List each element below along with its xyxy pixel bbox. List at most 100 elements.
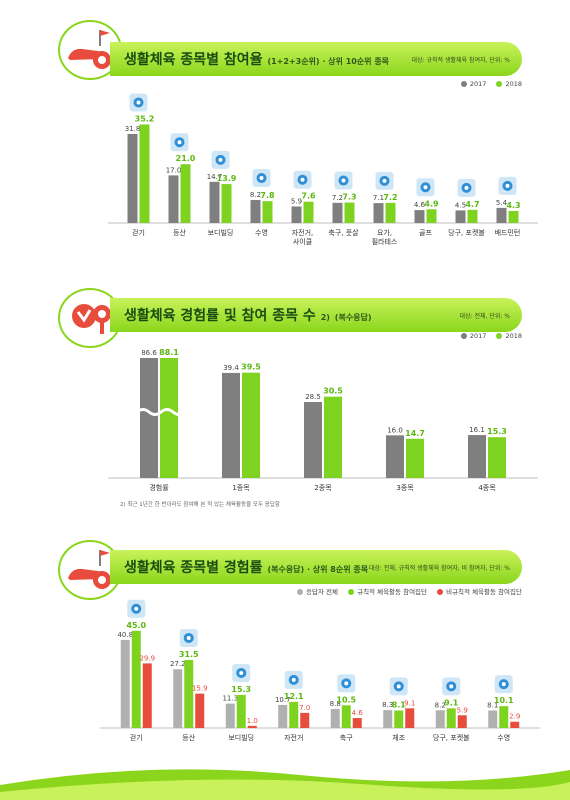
data-label-1-5: 7.3	[342, 193, 356, 202]
data-label-0-4: 16.1	[469, 426, 485, 434]
bar-0-0	[127, 133, 138, 223]
golf-icon-glyph-core	[423, 185, 428, 190]
billiards-icon-glyph-core	[464, 185, 469, 190]
data-label-0-3: 16.0	[387, 426, 403, 434]
data-label-1-4: 10.5	[336, 695, 356, 704]
category-label-1: 1종목	[232, 484, 250, 492]
bar-0-5	[383, 710, 393, 728]
bar-1-7	[426, 209, 437, 223]
bar-0-7	[414, 210, 425, 223]
data-label-0-5: 7.2	[332, 194, 343, 202]
data-label-0-4: 5.9	[291, 197, 302, 205]
mountain-icon	[179, 628, 198, 647]
mountain-icon	[170, 133, 189, 152]
data-label-1-8: 4.7	[465, 200, 479, 209]
walking-icon-glyph-core	[134, 606, 139, 611]
legend-item-irregular: 비규칙적 체육활동 참여집단	[437, 586, 522, 596]
data-label-0-6: 7.1	[373, 194, 384, 202]
data-label-1-0: 35.2	[135, 114, 155, 123]
data-label-0-7: 8.1	[487, 702, 498, 710]
bar-1-9	[508, 210, 519, 223]
category-label-4: 자전거,	[292, 228, 314, 237]
dumbbell-icon-glyph-core	[239, 670, 244, 675]
bar-0-4	[468, 435, 486, 478]
chart-participation-rate: 31.8 35.2 걷기 17.0 21.0 등산 14.713.9 보디빌딩 8.2 7.8 수영…	[108, 93, 538, 246]
data-label-0-2: 11.3	[222, 695, 238, 703]
legend-item-2018: 2018	[496, 332, 522, 340]
swimming-icon-glyph-core	[501, 682, 506, 687]
category-label-7: 수영	[497, 733, 510, 742]
gymnastics-icon	[389, 677, 408, 696]
legend-item-2018: 2018	[496, 80, 522, 88]
data-label-1-9: 4.3	[506, 201, 520, 210]
category-label-5: 축구, 풋살	[328, 228, 359, 237]
section2-footnote: 2) 최근 1년간 한 번이라도 참여해 본 적 있는 체육활동을 모두 응답함	[120, 502, 280, 508]
data-label-1-2: 13.9	[217, 174, 237, 183]
data-label-0-0: 31.8	[125, 125, 141, 133]
category-label-1: 등산	[182, 733, 195, 742]
section3-note: 대상: 전체, 규칙적 생활체육 참여자, 비 참여자, 단위: %	[368, 565, 510, 572]
data-label-0-9: 5.4	[496, 199, 508, 207]
bar-0-2	[225, 703, 235, 728]
data-label-1-1: 21.0	[176, 154, 196, 163]
bar-0-9	[496, 207, 507, 223]
data-label-0-8: 4.5	[455, 201, 466, 209]
section1-banner: 생활체육 종목별 참여율 (1+2+3순위) · 상위 10순위 종목 대상: …	[110, 42, 522, 76]
bar-0-6	[435, 710, 445, 728]
data-label-2-0: 29.9	[139, 654, 155, 662]
bar-1-7	[499, 706, 509, 728]
legend-item-all: 응답자 전체	[297, 586, 338, 596]
bicycle-icon	[293, 170, 312, 189]
soccer-icon-glyph-core	[344, 681, 349, 686]
data-label-1-6: 9.1	[444, 698, 459, 707]
category-label-7: 골프	[419, 229, 432, 237]
walking-icon-glyph-core	[136, 100, 141, 105]
billiards-icon-glyph-core	[449, 684, 454, 689]
billiards-icon	[457, 178, 476, 197]
data-label-1-7: 4.9	[424, 199, 439, 208]
data-label-0-1: 27.2	[170, 660, 186, 668]
category-label-4: 4종목	[478, 484, 496, 492]
bar-0-1	[173, 669, 183, 728]
category-label-6: 요가,	[377, 228, 392, 237]
bar-0-1	[222, 372, 240, 478]
bar-1-6	[446, 708, 456, 728]
yoga-icon	[375, 171, 394, 190]
bar-1-4	[488, 437, 506, 478]
bar-0-6	[373, 203, 384, 223]
bottom-wave-decoration	[0, 769, 570, 800]
bar-1-1	[180, 164, 191, 223]
data-label-1-0: 88.1	[159, 348, 179, 357]
bar-2-5	[405, 708, 415, 728]
category-label-0: 경험률	[149, 483, 169, 492]
bar-0-3	[386, 435, 404, 478]
legend-item-2017: 2017	[460, 80, 486, 88]
data-label-1-2: 15.3	[231, 685, 251, 694]
category-label-3: 3종목	[396, 484, 414, 492]
section3-legend: 응답자 전체 규칙적 체육활동 참여집단 비규칙적 체육활동 참여집단	[289, 586, 522, 596]
section3-banner: 생활체육 종목별 경험률 (복수응답) · 상위 8순위 종목 대상: 전체, …	[110, 550, 522, 584]
section1-note: 대상: 규칙적 생활체육 참여자, 단위: %	[411, 57, 510, 64]
bar-2-4	[352, 718, 362, 728]
bar-2-0	[142, 663, 152, 728]
data-label-0-0: 86.6	[141, 349, 157, 357]
data-label-2-6: 5.9	[457, 706, 468, 714]
bar-0-1	[168, 175, 179, 223]
chart-experience-by-sport: 40.845.0 29.9 걷기 27.231.5 15.9 등산 11.315.3 1.0 보…	[100, 599, 540, 742]
swimming-icon	[252, 169, 271, 188]
bicycle-icon-glyph-core	[291, 677, 296, 682]
hand-racket-icon	[72, 304, 111, 334]
bar-0-4	[291, 206, 302, 223]
data-label-0-7: 4.6	[414, 201, 426, 209]
bar-1-2	[324, 396, 342, 478]
soccer-icon-glyph-core	[341, 178, 346, 183]
yoga-icon-glyph-core	[382, 178, 387, 183]
data-label-0-5: 8.3	[382, 701, 393, 709]
mountain-icon-glyph-core	[177, 140, 182, 145]
data-label-0-0: 40.8	[117, 631, 133, 639]
bar-0-8	[455, 210, 466, 223]
category-label-3: 자전거	[284, 733, 303, 742]
category-label-0: 걷기	[132, 228, 145, 237]
bar-2-1	[195, 693, 205, 728]
bar-1-3	[406, 438, 424, 478]
